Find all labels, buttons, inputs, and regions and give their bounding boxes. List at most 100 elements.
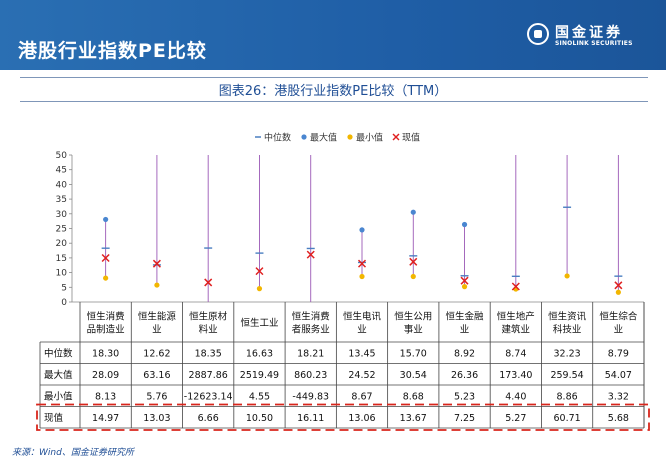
table-cell: 8.92 (454, 348, 475, 359)
row-label: 最大值 (44, 369, 73, 381)
table-cell: 12.62 (143, 348, 170, 359)
category-label: 者服务业 (292, 324, 330, 336)
current-marker (255, 267, 264, 276)
current-marker (152, 259, 161, 268)
figure-title: 图表26：港股行业指数PE比较（TTM） (218, 84, 448, 99)
current-marker (357, 259, 367, 268)
current-marker (306, 250, 315, 259)
min-marker (256, 286, 263, 292)
category-label: 业 (614, 325, 624, 336)
category-label: 恒生原材 (189, 311, 228, 323)
legend-label: 最小值 (356, 132, 383, 144)
category-label: 恒生工业 (240, 317, 278, 329)
table-cell: 26.36 (451, 370, 478, 381)
table-cell: 54.07 (605, 370, 632, 381)
category-label: 恒生能源 (138, 311, 177, 323)
table-cell: 2887.86 (189, 370, 228, 381)
table-cell: 173.40 (499, 370, 532, 381)
table-cell: 13.03 (143, 413, 170, 424)
title-top-rule (20, 77, 648, 78)
legend-label: 最大值 (310, 132, 337, 144)
table-cell: 8.67 (351, 391, 372, 402)
y-tick-label: 40 (56, 180, 68, 190)
category-label: 业 (152, 325, 162, 336)
min-marker (359, 273, 365, 280)
logo-icon (527, 23, 549, 45)
min-marker (461, 284, 468, 290)
y-tick-label: 45 (56, 166, 67, 176)
table-cell: 13.45 (348, 348, 375, 359)
table-cell: 16.11 (297, 413, 324, 424)
y-tick-label: 5 (61, 283, 67, 293)
table-cell: 8.86 (557, 391, 578, 402)
current-marker (614, 281, 623, 290)
table-cell: 5.27 (505, 413, 526, 424)
max-marker (103, 216, 109, 223)
y-tick-label: 15 (56, 254, 67, 264)
category-label: 业 (460, 325, 470, 336)
category-label: 科技业 (553, 324, 582, 336)
header-banner: 港股行业指数PE比较 国金证券 SINOLINK SECURITIES (0, 0, 666, 70)
table-cell: 30.54 (400, 370, 427, 381)
y-tick-label: 0 (61, 298, 67, 308)
table-cell: 860.23 (294, 370, 327, 381)
table-cell: 5.68 (608, 413, 629, 424)
max-marker (359, 227, 365, 233)
y-tick-label: 35 (56, 195, 67, 205)
table-cell: 28.09 (92, 370, 119, 381)
page-title: 港股行业指数PE比较 (18, 40, 207, 62)
logo-text-cn: 国金证券 (555, 25, 623, 41)
table-cell: -449.83 (292, 391, 329, 402)
category-label: 恒生综合 (599, 311, 638, 323)
category-label: 恒生金融 (446, 311, 485, 323)
table-cell: 4.55 (249, 391, 270, 402)
table-cell: 8.68 (403, 391, 424, 402)
min-marker (615, 289, 621, 295)
table-cell: 4.40 (505, 391, 526, 402)
table-cell: 18.30 (92, 348, 119, 359)
legend-dot-marker (301, 134, 307, 140)
category-label: 恒生地产 (497, 311, 535, 323)
current-marker (204, 278, 213, 287)
table-cell: 8.13 (95, 391, 116, 402)
table-cell: 63.16 (143, 370, 170, 381)
table-cell: 18.21 (297, 348, 324, 359)
legend-label: 现值 (402, 132, 420, 144)
row-label: 最小值 (44, 390, 73, 402)
category-label: 恒生电讯 (343, 311, 382, 323)
category-label: 料业 (199, 324, 218, 336)
table-cell: 15.70 (400, 348, 427, 359)
table-cell: 24.52 (348, 370, 375, 381)
brand-logo: 国金证券 SINOLINK SECURITIES (527, 23, 657, 53)
title-bottom-rule (20, 101, 648, 102)
category-label: 恒生公用 (394, 311, 432, 323)
category-label: 品制造业 (87, 324, 125, 336)
table-cell: 8.74 (505, 348, 526, 359)
min-marker (564, 273, 570, 279)
category-label: 恒生资讯 (548, 311, 587, 323)
table-cell: 13.06 (348, 413, 375, 424)
min-marker (410, 273, 416, 280)
min-marker (154, 282, 160, 288)
table-cell: 32.23 (553, 348, 580, 359)
table-cell: 13.67 (400, 413, 427, 424)
y-tick-label: 30 (56, 210, 68, 220)
current-marker (409, 257, 418, 266)
table-cell: 259.54 (550, 370, 583, 381)
highlight-box (36, 403, 650, 431)
category-label: 恒生消费 (87, 311, 125, 323)
table-cell: 8.79 (608, 348, 629, 359)
table-cell: -12623.14 (184, 391, 233, 402)
min-marker (103, 275, 109, 281)
category-label: 事业 (404, 324, 423, 336)
table-cell: 6.66 (198, 413, 219, 424)
y-tick-label: 20 (56, 239, 68, 249)
table-cell: 60.71 (553, 413, 580, 424)
category-label: 业 (357, 325, 367, 336)
y-tick-label: 25 (56, 225, 67, 235)
current-marker (511, 282, 520, 291)
table-cell: 3.32 (608, 391, 629, 402)
table-cell: 7.25 (454, 413, 475, 424)
table-cell: 2519.49 (240, 370, 279, 381)
